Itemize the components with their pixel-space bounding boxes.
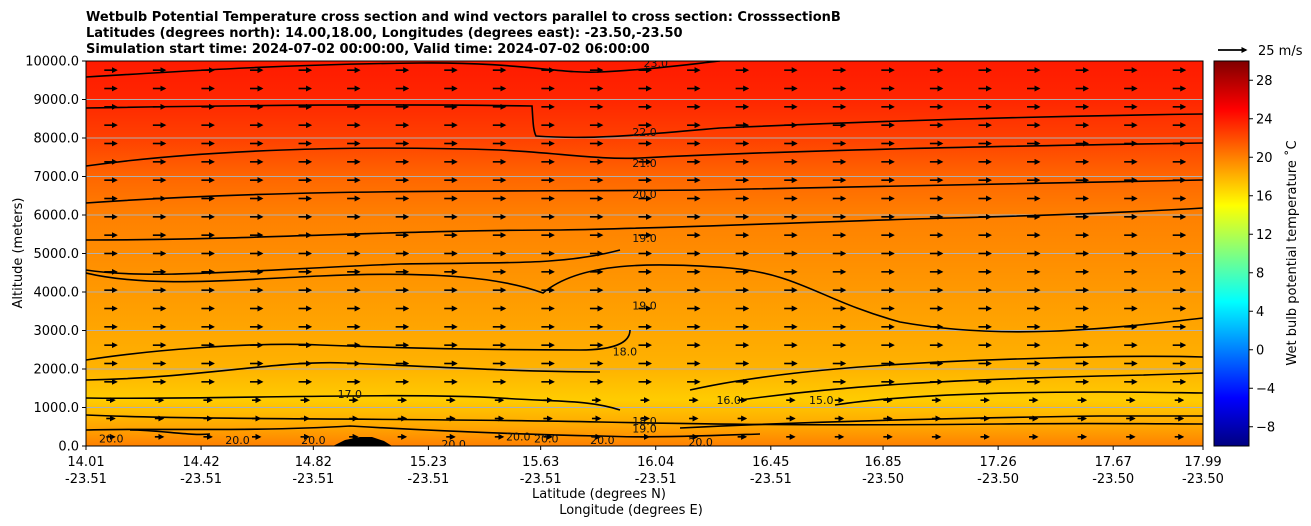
y-tick-label: 8000.0 bbox=[34, 132, 80, 147]
contour-line bbox=[739, 372, 1203, 401]
y-tick-label: 6000.0 bbox=[34, 209, 80, 224]
x-tick-longitude: -23.51 bbox=[520, 472, 562, 487]
quiver-key-label: 25 m/s bbox=[1258, 44, 1303, 59]
contour-label: 22.0 bbox=[632, 126, 657, 139]
contour-line bbox=[689, 355, 1203, 391]
contour-line bbox=[129, 429, 211, 436]
chart-title-line-1: Wetbulb Potential Temperature cross sect… bbox=[86, 10, 841, 25]
colorbar-tick-label: −8 bbox=[1256, 420, 1275, 435]
x-tick-longitude: -23.51 bbox=[180, 472, 222, 487]
contour-line bbox=[86, 142, 1203, 167]
contour-label: 16.0 bbox=[716, 394, 741, 407]
x-tick-longitude: -23.50 bbox=[977, 472, 1019, 487]
colorbar-tick-label: 12 bbox=[1256, 228, 1273, 243]
contour-label: 23.0 bbox=[643, 57, 668, 70]
contour-label: 18.0 bbox=[613, 346, 638, 359]
contour-label: 15.0 bbox=[809, 394, 834, 407]
contour-line bbox=[86, 249, 621, 276]
gridlines bbox=[86, 99, 1203, 408]
contour-line bbox=[86, 329, 631, 361]
y-tick-label: 4000.0 bbox=[34, 286, 80, 301]
colorbar-tick-label: 0 bbox=[1256, 343, 1264, 358]
colorbar-label: Wet bulb potential temperature ˚C bbox=[1284, 140, 1300, 365]
y-tick-label: 7000.0 bbox=[34, 170, 80, 185]
colorbar-tick-label: 28 bbox=[1256, 74, 1273, 89]
x-tick-latitude: 16.04 bbox=[637, 455, 674, 470]
contour-label: 20.0 bbox=[534, 432, 559, 445]
x-tick-latitude: 14.42 bbox=[182, 455, 219, 470]
contour-label: 19.0 bbox=[632, 232, 657, 245]
x-tick-latitude: 16.85 bbox=[864, 455, 901, 470]
x-tick-longitude: -23.50 bbox=[862, 472, 904, 487]
x-tick-latitude: 15.23 bbox=[410, 455, 447, 470]
contour-line bbox=[86, 104, 1203, 139]
chart-title-line-3: Simulation start time: 2024-07-02 00:00:… bbox=[86, 42, 650, 57]
contour-line bbox=[86, 179, 1203, 204]
x-tick-latitude: 17.99 bbox=[1184, 455, 1221, 470]
contour-label: 19.0 bbox=[632, 423, 657, 436]
colorbar: 28 24 20 16 12 8 4 0 −4 −8 Wet bulb potential tem… bbox=[1213, 60, 1300, 447]
x-tick-longitude: -23.51 bbox=[635, 472, 677, 487]
x-tick-latitude: 17.67 bbox=[1095, 455, 1132, 470]
x-tick-latitude: 14.82 bbox=[295, 455, 332, 470]
contour-line bbox=[86, 207, 1203, 241]
contour-label: 19.0 bbox=[632, 299, 657, 312]
y-tick-label: 3000.0 bbox=[34, 324, 80, 339]
contour-label: 20.0 bbox=[99, 432, 124, 445]
contour-label: 20.0 bbox=[441, 438, 466, 451]
x-tick-longitude: -23.50 bbox=[1092, 472, 1134, 487]
x-axis-label-latitude: Latitude (degrees N) bbox=[532, 487, 666, 502]
contour-line bbox=[86, 414, 1203, 426]
contour-label: 20.0 bbox=[225, 434, 250, 447]
x-axis-label-longitude: Longitude (degrees E) bbox=[559, 503, 703, 518]
contour-line bbox=[86, 394, 621, 411]
x-tick-longitude: -23.51 bbox=[65, 472, 107, 487]
y-tick-label: 2000.0 bbox=[34, 363, 80, 378]
x-tick-latitude: 17.26 bbox=[980, 455, 1017, 470]
contour-labels: 23.022.021.020.019.019.018.017.018.019.0… bbox=[99, 57, 834, 451]
chart-title-line-2: Latitudes (degrees north): 14.00,18.00, … bbox=[86, 26, 683, 41]
colorbar-tick-label: 8 bbox=[1256, 266, 1264, 281]
contour-label: 18.0 bbox=[632, 415, 657, 428]
contour-label: 20.0 bbox=[632, 188, 657, 201]
x-tick-latitude: 14.01 bbox=[67, 455, 104, 470]
colorbar-tick-label: 24 bbox=[1256, 112, 1273, 127]
x-tick-latitude: 16.45 bbox=[752, 455, 789, 470]
contour-label: 20.0 bbox=[688, 436, 713, 449]
colorbar-frame bbox=[1213, 60, 1250, 447]
x-tick-longitude: -23.51 bbox=[292, 472, 334, 487]
plot-area: 23.022.021.020.019.019.018.017.018.019.0… bbox=[86, 57, 1203, 451]
x-tick-latitude: 15.63 bbox=[522, 455, 559, 470]
colorbar-tick-label: 4 bbox=[1256, 305, 1264, 320]
y-tick-label: 0.0 bbox=[58, 440, 79, 455]
contour-label: 20.0 bbox=[506, 430, 531, 443]
x-tick-longitude: -23.51 bbox=[407, 472, 449, 487]
contour-line bbox=[86, 264, 1203, 333]
colorbar-tick-label: −4 bbox=[1256, 382, 1275, 397]
y-tick-label: 10000.0 bbox=[25, 55, 79, 70]
x-axis: 14.01 -23.51 14.42 -23.51 14.82 -23.51 15.23 -2… bbox=[65, 446, 1224, 487]
contour-label: 20.0 bbox=[301, 434, 326, 447]
colorbar-tick-label: 20 bbox=[1256, 151, 1273, 166]
terrain bbox=[333, 437, 392, 446]
contour-lines bbox=[86, 61, 1203, 438]
y-axis: 10000.0 9000.0 8000.0 7000.0 6000.0 5000.0 400… bbox=[25, 55, 86, 455]
y-tick-label: 9000.0 bbox=[34, 93, 80, 108]
y-tick-label: 1000.0 bbox=[34, 401, 80, 416]
x-tick-longitude: -23.51 bbox=[750, 472, 792, 487]
contour-label: 21.0 bbox=[632, 157, 657, 170]
x-tick-longitude: -23.50 bbox=[1182, 472, 1224, 487]
contour-label: 20.0 bbox=[590, 434, 615, 447]
y-axis-label: Altitude (meters) bbox=[11, 198, 26, 309]
colorbar-ticks: 28 24 20 16 12 8 4 0 −4 −8 bbox=[1249, 74, 1275, 435]
contour-label: 17.0 bbox=[338, 388, 363, 401]
y-tick-label: 5000.0 bbox=[34, 247, 80, 262]
wind-vectors bbox=[104, 67, 1187, 440]
contour-line bbox=[86, 425, 761, 438]
contour-line bbox=[86, 361, 601, 381]
quiver-key: 25 m/s bbox=[1218, 44, 1303, 59]
colorbar-fill bbox=[1214, 61, 1249, 446]
colorbar-tick-label: 16 bbox=[1256, 189, 1273, 204]
